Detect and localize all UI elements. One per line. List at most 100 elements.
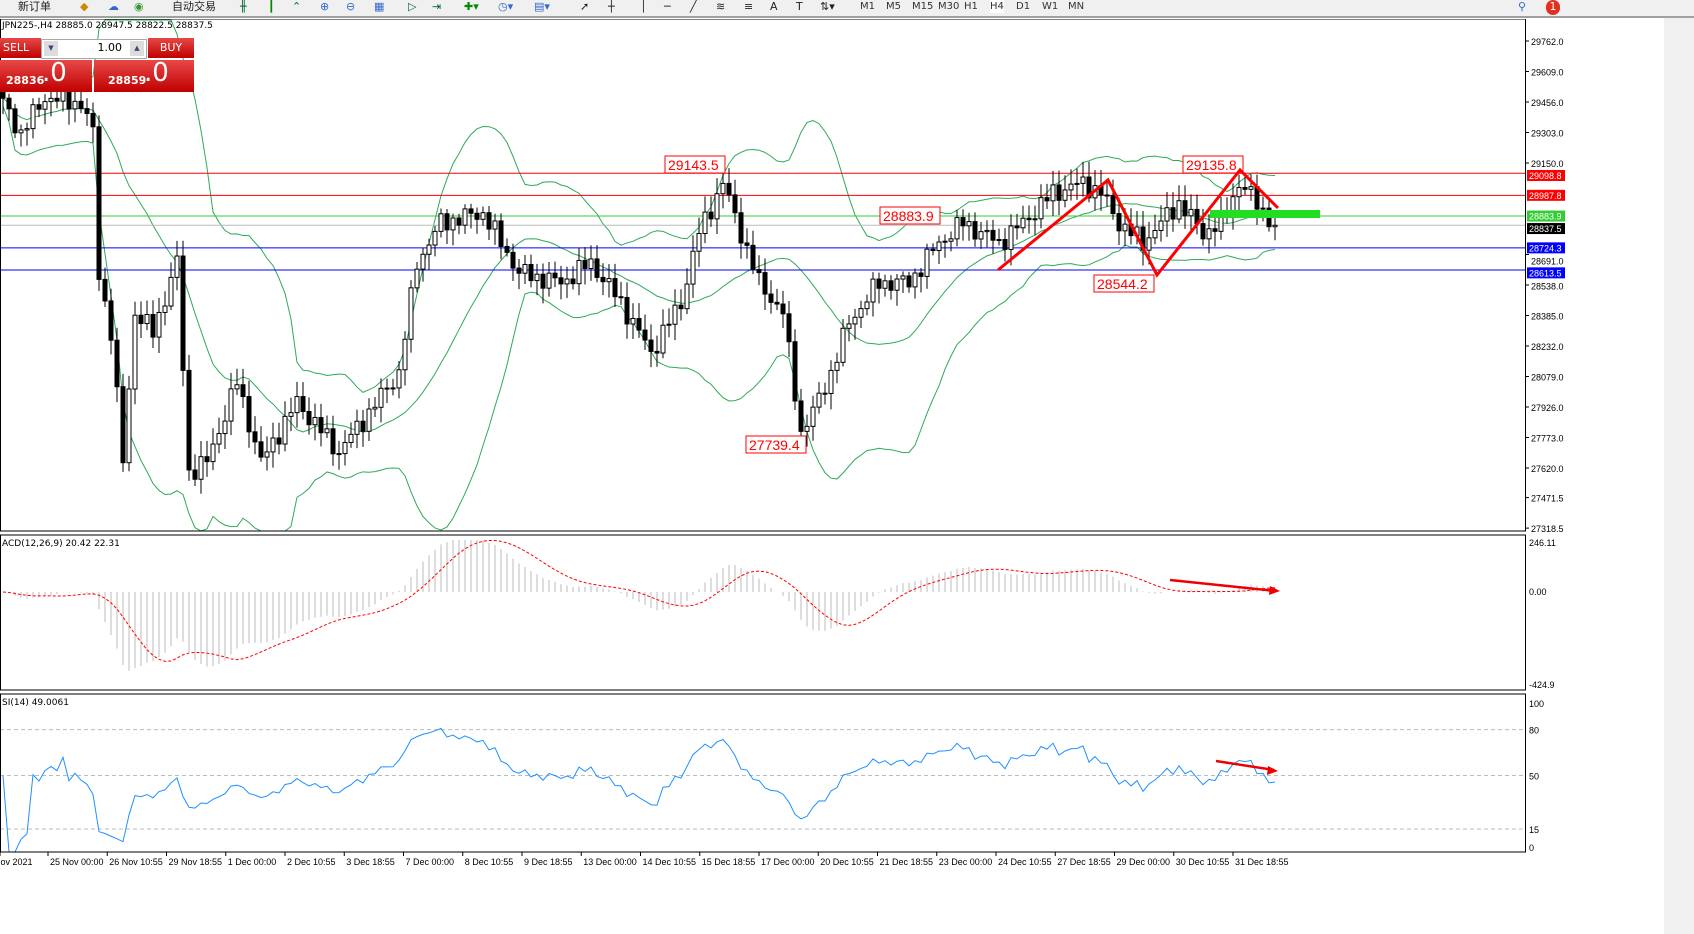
buy-price[interactable]: 28859 .0 [94,58,194,92]
candlestick-icon[interactable]: ┃ [268,0,275,13]
time-axis-label: 31 Dec 18:55 [1235,857,1289,867]
candle-bull [810,406,816,427]
new-order-button[interactable]: 新订单 [18,0,51,13]
horizontal-line-icon[interactable]: ─ [664,0,671,13]
candle-bull [954,217,960,240]
candle-bull [408,287,414,340]
candle-bear [552,272,558,279]
rsi-axis-label: 80 [1529,726,1539,736]
candle-bear [540,273,546,289]
candle-bull [1008,225,1014,250]
candle-bull [942,240,948,243]
candle-bear [90,112,96,128]
notification-badge[interactable]: 1 [1546,0,1560,15]
time-axis-label: 24 Dec 10:55 [998,857,1052,867]
timeframe-d1[interactable]: D1 [1016,1,1031,12]
text-icon[interactable]: A [770,0,778,13]
candle-bull [846,323,852,329]
market-watch-icon[interactable]: ◆ [80,0,89,13]
timeframe-h1[interactable]: H1 [964,1,978,12]
tile-windows-icon[interactable]: ▦ [374,0,385,13]
candle-bull [156,311,162,338]
candle-bull [882,280,888,289]
timeframe-m15[interactable]: M15 [912,1,934,12]
volume-value[interactable]: 1.00 [97,41,123,54]
text-label-icon[interactable]: T [796,0,803,13]
auto-trading-button[interactable]: 自动交易 [172,0,216,13]
candle-bear [972,221,978,240]
search-icon[interactable]: ⚲ [1518,0,1527,13]
price-annotation: 29143.5 [668,157,719,173]
candle-bear [1242,186,1248,190]
time-axis-label: 2 Dec 10:55 [287,857,336,867]
line-chart-icon[interactable]: ⌃ [292,0,302,13]
rsi-label: SI(14) 49.0061 [2,698,69,708]
chart-area[interactable]: 29098.8 28987.8 28883.9 28837.5 28724.3 28613… [0,19,1694,934]
navigator-icon[interactable]: ◉ [134,0,144,13]
candle-bull [1176,200,1182,220]
macd-arrow [1169,578,1277,593]
candle-bear [498,220,504,247]
trendline-icon[interactable]: ╱ [690,0,697,13]
main-pane-border [0,19,1526,532]
crosshair-icon[interactable]: ┼ [608,0,615,13]
cursor-icon[interactable]: ➚ [580,0,590,13]
time-axis-label: 1 Dec 00:00 [228,857,277,867]
candle-bull [348,433,354,443]
candle-bear [468,208,474,214]
buy-button[interactable]: BUY [148,38,194,58]
vertical-line-icon[interactable]: │ [640,0,647,13]
candle-bull [426,244,432,255]
fibonacci-icon[interactable]: ≋ [716,0,726,13]
candle-bear [1026,217,1032,221]
chart-shift-icon[interactable]: ⇥ [432,0,442,13]
candle-bull [852,316,858,325]
candle-bear [678,304,684,310]
candle-bear [1182,200,1188,217]
timeframe-m1[interactable]: M1 [860,1,875,12]
candle-bull [720,182,726,195]
rsi-line [2,727,1276,853]
candle-bull [684,283,690,310]
candle-bear [300,396,306,413]
candle-bear [738,212,744,244]
candle-bear [120,386,126,464]
candle-bull [606,278,612,283]
timeframe-mn[interactable]: MN [1068,1,1085,12]
data-window-icon[interactable]: ☁ [108,0,119,13]
rsi-pane-border [0,693,1526,853]
price-axis-label: 28385.0 [1531,312,1564,322]
volume-field[interactable]: ▼ 1.00 ▲ [41,39,147,59]
macd-pane-border [0,534,1526,691]
volume-down-icon[interactable]: ▼ [44,41,58,56]
candle-bull [666,323,672,326]
templates-icon[interactable]: ▤▾ [534,0,550,13]
candle-bull [378,387,384,408]
sell-button[interactable]: SELL [0,38,41,58]
candle-bear [360,420,366,432]
arrows-icon[interactable]: ⇅▾ [820,0,835,13]
timeframe-m5[interactable]: M5 [886,1,901,12]
timeframe-m30[interactable]: M30 [938,1,960,12]
volume-up-icon[interactable]: ▲ [130,41,144,56]
candle-bull [462,208,468,226]
candle-bear [1212,228,1218,232]
zoom-in-icon[interactable]: ⊕ [320,0,330,13]
bar-chart-icon[interactable]: ╫ [240,0,247,13]
fibo-levels-icon[interactable]: ≡ [744,0,754,13]
timeframe-w1[interactable]: W1 [1042,1,1059,12]
timeframe-h4[interactable]: H4 [990,0,1004,13]
indicators-icon[interactable]: ✚▾ [464,0,479,13]
zigzag-arrow [997,167,1280,278]
candle-bear [822,392,828,395]
candle-bull [294,396,300,414]
zoom-out-icon[interactable]: ⊖ [346,0,356,13]
candle-bear [528,263,534,282]
candle-bull [324,428,330,434]
auto-scroll-icon[interactable]: ▷ [408,0,417,13]
periods-icon[interactable]: ◷▾ [498,0,514,13]
sell-price[interactable]: 28836 .0 [0,58,92,92]
candle-bull [228,388,234,422]
rsi-axis-label: 50 [1529,772,1539,782]
candle-bull [174,255,180,278]
